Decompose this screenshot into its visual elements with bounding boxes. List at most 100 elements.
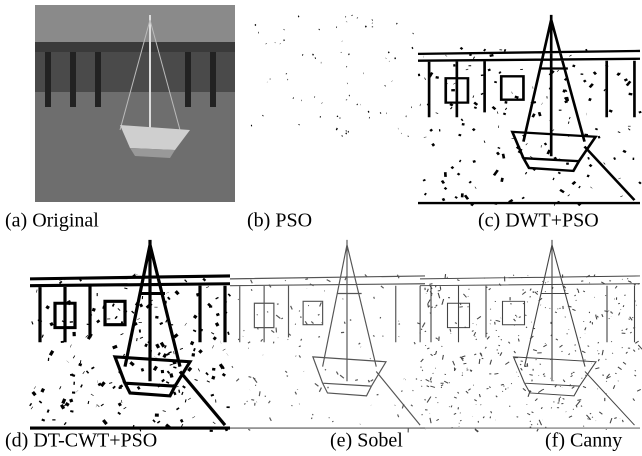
edge-dot: [97, 320, 99, 322]
edge-dot: [637, 389, 641, 391]
edge-dot: [523, 388, 526, 390]
edge-dot: [373, 336, 374, 337]
edge-dot: [555, 157, 556, 160]
edge-dot: [517, 146, 520, 148]
edge-dot: [567, 333, 568, 334]
edge-dot: [133, 275, 134, 277]
edge-dot: [421, 329, 422, 330]
edge-dot: [563, 380, 565, 382]
edge-dot: [613, 385, 614, 389]
edge-dot: [606, 65, 608, 66]
edge-dot: [292, 405, 293, 406]
edge-dot: [102, 405, 103, 406]
edge-dot: [340, 375, 344, 378]
edge-dot: [558, 403, 560, 404]
edge-dot: [549, 88, 552, 89]
edge-dot: [461, 120, 462, 121]
edge-dot: [397, 275, 399, 278]
edge-dot: [436, 351, 437, 354]
figure: (a) Original (b) PSO (c) DWT+PSO (d) DT-…: [0, 0, 642, 456]
edge-dot: [590, 321, 591, 323]
edge-dot: [60, 282, 61, 283]
edge-dot: [533, 169, 535, 171]
edge-dot: [575, 295, 576, 296]
edge-dot: [174, 393, 176, 394]
edge-dot: [482, 358, 484, 359]
edge-dot: [432, 145, 434, 146]
edge-dot: [446, 84, 447, 85]
edge-dot: [426, 379, 430, 381]
edge-dot: [569, 135, 570, 136]
edge-dot: [463, 363, 466, 364]
edge-dot: [103, 420, 106, 424]
edge-dot: [493, 107, 496, 109]
edge-dot: [477, 316, 481, 319]
edge-dot: [614, 158, 616, 159]
edge-dot: [174, 334, 177, 337]
edge-dot: [436, 77, 439, 78]
edge-dot: [529, 375, 532, 376]
edge-dot: [212, 394, 213, 396]
edge-dot: [251, 289, 252, 291]
edge-dot: [261, 339, 263, 341]
edge-dot: [460, 134, 461, 136]
edge-dot: [640, 111, 641, 113]
edge-dot: [474, 400, 476, 401]
edge-dot: [168, 372, 169, 373]
edge-dot: [568, 195, 569, 196]
edge-dot: [452, 167, 454, 169]
edge-dot: [634, 375, 636, 376]
edge-dot: [318, 337, 320, 338]
edge-dot: [374, 297, 375, 299]
edge-dot: [325, 369, 326, 370]
edge-dot: [30, 404, 31, 405]
edge-dot: [515, 97, 519, 98]
edge-dot: [531, 424, 532, 425]
edge-image: [418, 15, 641, 206]
edge-dot: [287, 376, 288, 377]
edge-dot: [489, 69, 490, 71]
edge-dot: [255, 24, 256, 25]
edge-dot: [295, 392, 296, 395]
edge-dot: [194, 349, 196, 350]
edge-dot: [93, 308, 94, 311]
edge-dot: [569, 416, 572, 418]
edge-dot: [442, 181, 444, 184]
edge-dot: [442, 299, 444, 305]
edge-dot: [610, 418, 612, 423]
edge-dot: [251, 400, 254, 401]
edge-dot: [167, 382, 168, 383]
edge-dot: [494, 170, 498, 175]
edge-dot: [158, 353, 160, 354]
edge-dot: [225, 311, 226, 313]
edge-dot: [135, 323, 136, 325]
edge-dot: [69, 301, 71, 305]
edge-dot: [132, 312, 133, 313]
edge-dot: [441, 346, 442, 347]
edge-dot: [582, 351, 585, 353]
edge-dot: [577, 400, 581, 401]
edge-dot: [635, 370, 636, 371]
original-image: [35, 5, 235, 202]
edge-dot: [402, 404, 404, 408]
edge-dot: [474, 354, 476, 355]
edge-dot: [427, 104, 429, 105]
edge-dot: [318, 314, 320, 315]
edge-dot: [472, 331, 474, 332]
edge-dot: [311, 322, 313, 324]
edge-dot: [428, 300, 430, 304]
edge-dot: [475, 107, 476, 109]
edge-dot: [320, 302, 322, 306]
edge-dot: [422, 414, 423, 415]
edge-dot: [462, 375, 463, 376]
edge-dot: [487, 336, 489, 339]
edge-dot: [248, 342, 250, 343]
edge-dot: [164, 354, 166, 358]
edge-dot: [614, 418, 616, 419]
edge-dot: [458, 392, 459, 393]
edge-dot: [299, 346, 301, 347]
edge-dot: [349, 95, 350, 96]
edge-dot: [490, 360, 491, 365]
edge-dot: [523, 197, 524, 198]
edge-dot: [298, 16, 299, 17]
